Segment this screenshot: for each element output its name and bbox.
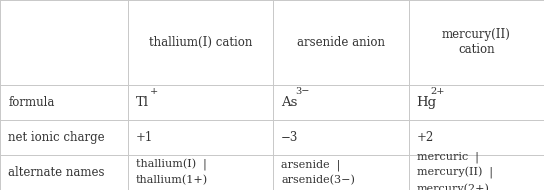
Text: As: As: [281, 96, 298, 109]
Text: +1: +1: [136, 131, 153, 144]
Text: mercuric  |
mercury(II)  |
mercury(2+): mercuric | mercury(II) | mercury(2+): [417, 151, 493, 190]
Text: arsenide  |
arsenide(3−): arsenide | arsenide(3−): [281, 159, 355, 185]
Text: +: +: [150, 87, 158, 96]
Text: thallium(I)  |
thallium(1+): thallium(I) | thallium(1+): [136, 159, 208, 186]
Text: +2: +2: [417, 131, 434, 144]
Text: 3−: 3−: [295, 87, 310, 96]
Text: mercury(II)
cation: mercury(II) cation: [442, 28, 511, 56]
Text: Hg: Hg: [417, 96, 437, 109]
Text: Tl: Tl: [136, 96, 149, 109]
Text: thallium(I) cation: thallium(I) cation: [149, 36, 252, 49]
Text: 2+: 2+: [431, 87, 446, 96]
Text: arsenide anion: arsenide anion: [297, 36, 385, 49]
Text: alternate names: alternate names: [8, 166, 104, 179]
Text: −3: −3: [281, 131, 299, 144]
Text: net ionic charge: net ionic charge: [8, 131, 105, 144]
Text: formula: formula: [8, 96, 54, 109]
